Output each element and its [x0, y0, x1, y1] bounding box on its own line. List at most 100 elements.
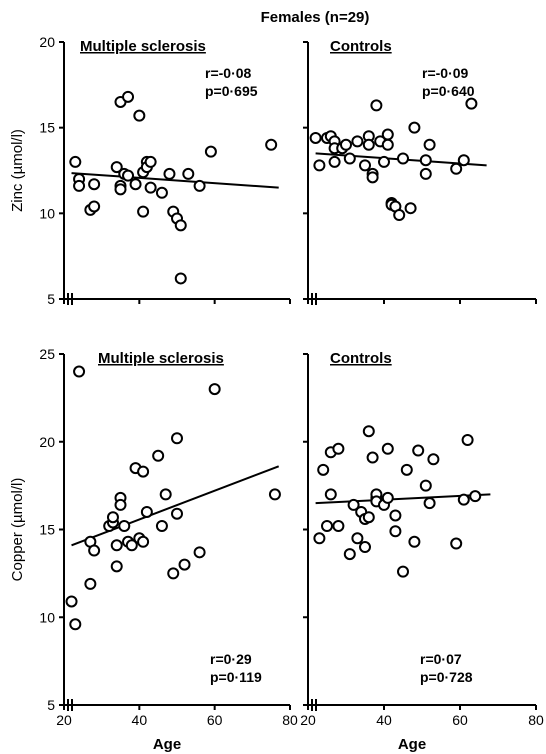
data-point — [343, 548, 356, 561]
data-point — [457, 154, 470, 167]
panel-title: Multiple sclerosis — [98, 350, 224, 367]
data-point — [359, 159, 371, 172]
stat-p: p=0·119 — [210, 669, 262, 685]
data-point — [408, 535, 421, 548]
data-point — [174, 272, 187, 285]
data-point — [412, 444, 425, 457]
data-point — [351, 532, 364, 545]
data-point — [122, 169, 135, 182]
data-point — [137, 205, 150, 218]
data-point — [313, 532, 326, 545]
trend-line — [71, 172, 279, 189]
data-point — [69, 618, 82, 631]
data-point — [381, 138, 394, 151]
trend-line — [71, 465, 280, 547]
panel-title: Controls — [330, 38, 392, 55]
stat-r: r=-0·09 — [422, 65, 469, 81]
panel-title: Multiple sclerosis — [80, 38, 206, 55]
data-point — [137, 465, 150, 478]
data-point — [343, 152, 356, 165]
data-point — [152, 449, 165, 462]
data-point — [362, 138, 375, 151]
data-point — [110, 539, 123, 552]
y-axis-label: Zinc (µmol/l) — [9, 129, 26, 212]
y-tick-label: 5 — [47, 291, 55, 307]
data-point — [465, 97, 478, 110]
data-point — [381, 128, 394, 141]
data-point — [174, 219, 187, 232]
data-point — [182, 167, 195, 180]
stat-r: r=-0·08 — [205, 65, 252, 81]
x-tick-label: 40 — [376, 712, 392, 728]
data-point — [397, 565, 409, 578]
data-point — [155, 519, 168, 532]
y-tick-label: 25 — [39, 346, 55, 362]
data-point — [118, 519, 131, 532]
y-tick-label: 20 — [39, 34, 55, 50]
data-point — [114, 183, 127, 196]
y-tick-label: 20 — [39, 434, 55, 450]
data-point — [381, 442, 394, 455]
data-point — [351, 135, 364, 148]
data-point — [88, 200, 101, 213]
data-point — [461, 433, 474, 446]
data-point — [332, 442, 345, 455]
data-point — [400, 463, 413, 476]
x-tick-label: 80 — [282, 712, 298, 728]
data-point — [137, 535, 150, 548]
data-point — [88, 178, 101, 191]
panels: 20 15 10 5 Zinc (µmol/l) Multiple sclerosis r=… — [9, 34, 544, 753]
data-point — [381, 491, 394, 504]
data-point — [370, 99, 383, 112]
data-point — [378, 155, 390, 168]
data-point — [328, 155, 341, 168]
y-tick-label: 5 — [47, 697, 55, 713]
data-point — [144, 181, 157, 194]
data-point — [125, 539, 138, 552]
data-point — [171, 507, 183, 520]
panel-zinc-ms: 20 15 10 5 Zinc (µmol/l) Multiple sclerosis r=… — [9, 34, 291, 307]
y-tick-label: 15 — [39, 120, 55, 136]
data-point — [317, 463, 330, 476]
y-tick-label: 10 — [39, 609, 55, 625]
stat-r: r=0·29 — [210, 651, 252, 667]
data-point — [204, 145, 217, 158]
data-point — [163, 167, 176, 180]
data-point — [208, 383, 221, 396]
data-point — [129, 178, 142, 191]
data-point — [73, 365, 86, 378]
data-point — [73, 179, 86, 192]
data-point — [159, 488, 172, 501]
figure-title: Females (n=29) — [261, 9, 370, 26]
data-point — [110, 560, 123, 573]
data-point — [366, 451, 379, 464]
panel-title: Controls — [330, 350, 392, 367]
data-point — [65, 595, 78, 608]
data-point — [88, 544, 101, 557]
data-point — [324, 488, 337, 501]
x-tick-label: 80 — [528, 712, 544, 728]
data-point — [450, 537, 463, 550]
data-point — [408, 121, 421, 134]
data-point — [265, 138, 278, 151]
data-point — [193, 179, 206, 192]
data-point — [122, 90, 135, 103]
y-axis-label: Copper (µmol/l) — [9, 478, 26, 582]
stat-p: p=0·640 — [422, 83, 475, 99]
data-point — [469, 490, 482, 503]
data-point — [309, 131, 322, 144]
data-point — [389, 509, 402, 522]
data-point — [106, 511, 119, 524]
data-point — [419, 167, 432, 180]
data-point — [362, 511, 375, 524]
data-point — [404, 202, 417, 215]
data-point — [133, 109, 146, 122]
x-tick-label: 60 — [207, 712, 223, 728]
data-point — [450, 162, 463, 175]
data-point — [193, 546, 206, 559]
data-point — [423, 497, 436, 510]
data-point — [144, 155, 157, 168]
x-tick-label: 20 — [300, 712, 316, 728]
